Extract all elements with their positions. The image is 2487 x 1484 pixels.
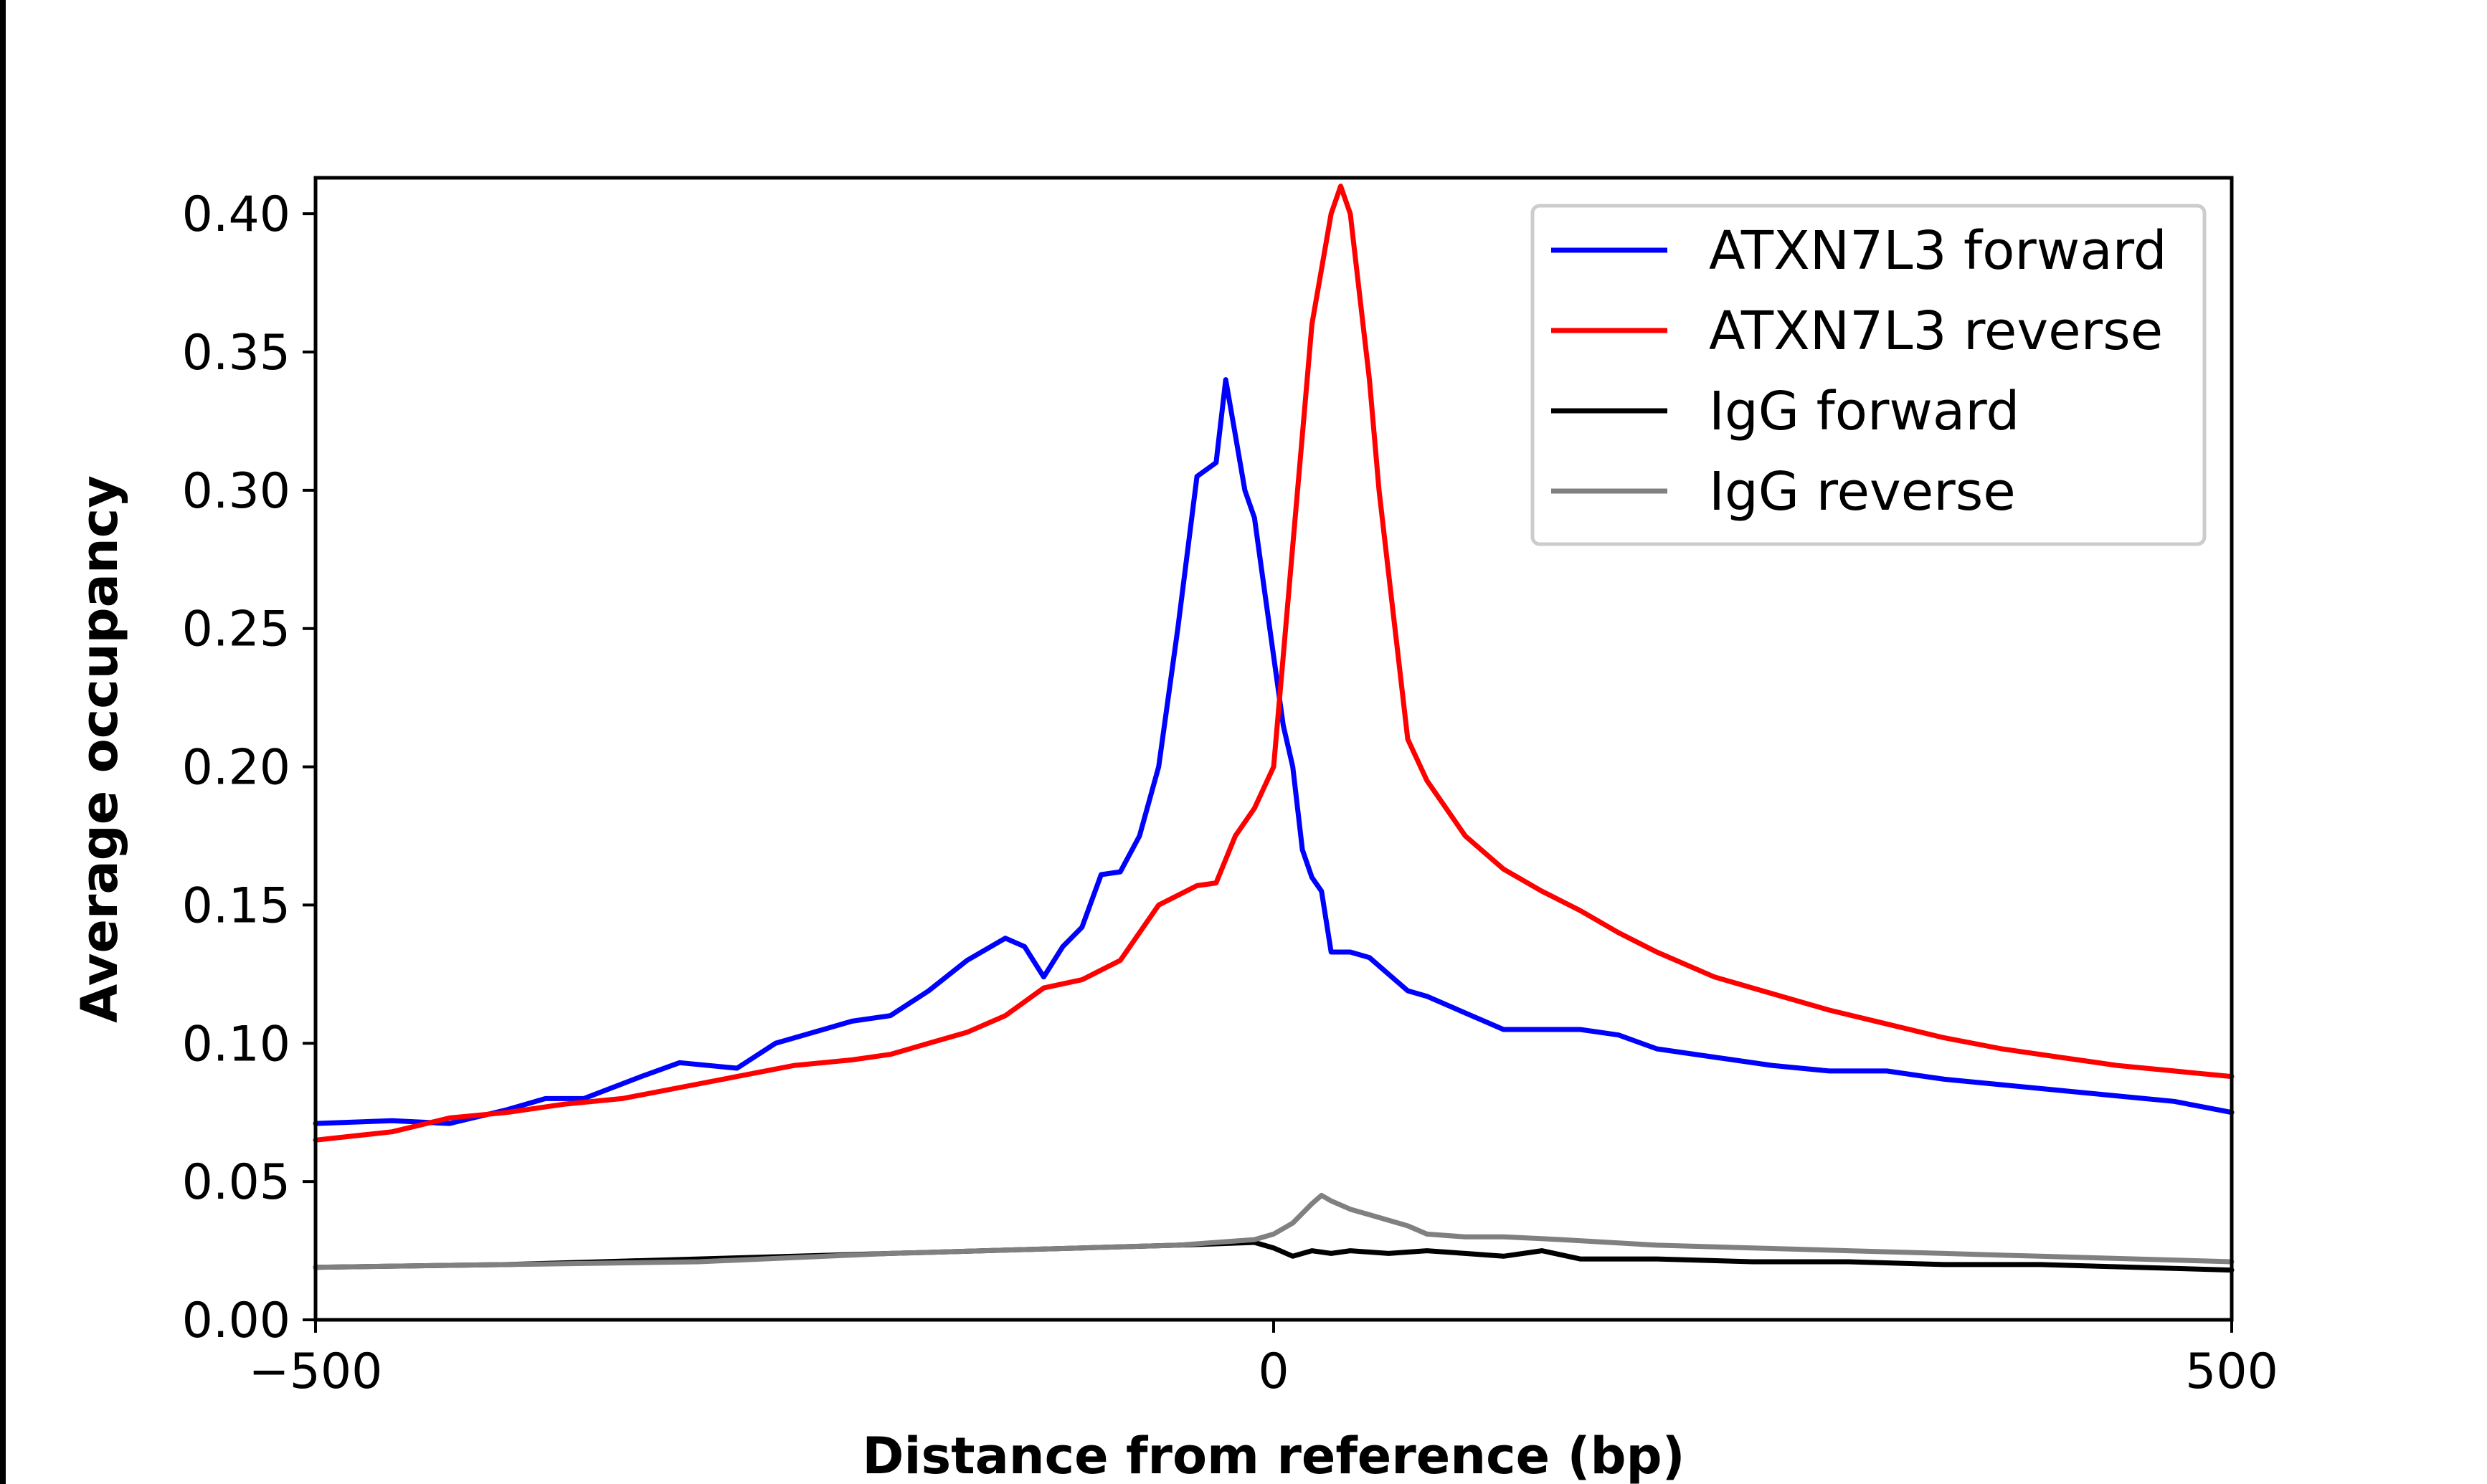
y-tick-label: 0.20 [182, 740, 290, 796]
y-tick-label: 0.40 [182, 186, 290, 243]
legend: ATXN7L3 forward ATXN7L3 reverse IgG forwar… [1530, 204, 2207, 546]
x-tick-label: −500 [249, 1343, 383, 1400]
y-tick-label: 0.35 [182, 325, 290, 381]
legend-entry-2: ATXN7L3 reverse [1551, 300, 2163, 362]
y-tick-label: 0.30 [182, 463, 290, 520]
x-axis-title: Distance from reference (bp) [862, 1427, 1685, 1484]
legend-label: ATXN7L3 forward [1709, 220, 2167, 282]
y-axis-title: Average occupancy [70, 475, 129, 1023]
series-layer [313, 184, 2235, 1273]
y-tick-label: 0.15 [182, 877, 290, 934]
ticks-layer: −500 0 500 0.00 0.05 0.10 0.15 0.20 0.25 0.30 0.35… [182, 186, 2278, 1400]
y-tick-label: 0.05 [182, 1154, 290, 1211]
series-line-4 [313, 1192, 2235, 1270]
y-tick-label: 0.00 [182, 1293, 290, 1349]
y-tick-label: 0.25 [182, 601, 290, 658]
x-tick-label: 500 [2185, 1343, 2278, 1400]
legend-entry-1: ATXN7L3 forward [1551, 220, 2167, 282]
legend-entries: ATXN7L3 forward ATXN7L3 reverse IgG forwar… [1551, 220, 2167, 523]
legend-label: IgG reverse [1709, 461, 2016, 523]
left-edge-bar [0, 0, 6, 1484]
series-line-1 [313, 377, 2235, 1126]
series-line-2 [313, 184, 2235, 1143]
x-tick-label: 0 [1258, 1343, 1289, 1400]
legend-entry-3: IgG forward [1551, 381, 2019, 442]
legend-box [1530, 204, 2207, 546]
y-tick-label: 0.10 [182, 1016, 290, 1072]
legend-entry-4: IgG reverse [1551, 461, 2016, 523]
legend-label: IgG forward [1709, 381, 2019, 442]
legend-label: ATXN7L3 reverse [1709, 300, 2163, 362]
